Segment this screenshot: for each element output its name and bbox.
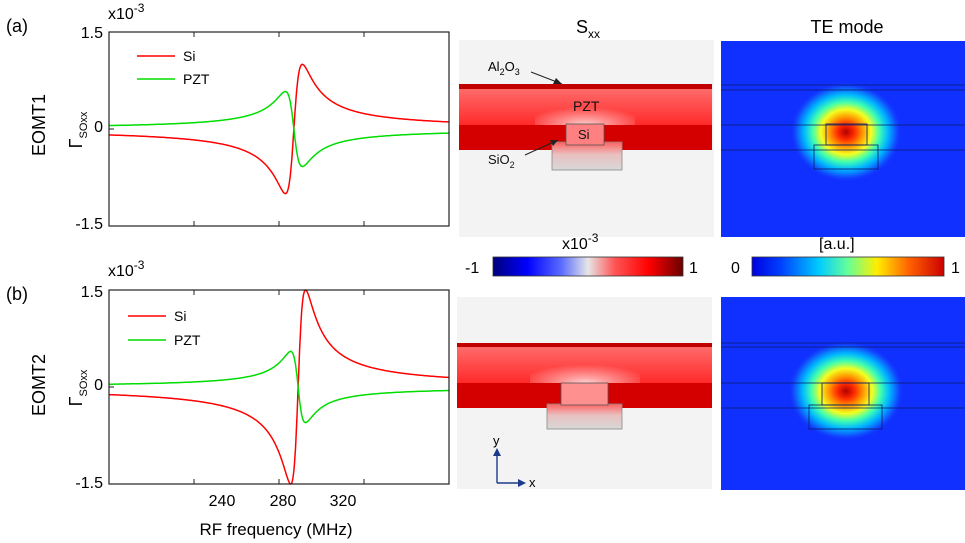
sxx-colorbar: x10-3 -1 1 — [465, 231, 698, 277]
axes-indicator-x-label: x — [529, 475, 536, 490]
series-line-si-a — [108, 63, 449, 195]
sxx-map-b: y x — [457, 297, 712, 490]
y-axis-label-a: ΓSOxx — [66, 111, 90, 148]
plot-a: x10-3 ΓSOxx 1.5 0 -1.5 Si PZT — [66, 1, 450, 233]
al2o3-layer-a — [459, 84, 712, 89]
si-label: Si — [578, 127, 590, 142]
te-mode-field-b — [788, 341, 904, 441]
te-mode-outlines-a — [721, 84, 965, 170]
plot-b: x10-3 ΓSOxx 1.5 0 -1.5 Si PZT 240 280 32… — [66, 258, 450, 539]
legend-label-si-a: Si — [183, 48, 195, 64]
legend-b: Si PZT — [128, 308, 201, 348]
al2o3-layer-b — [457, 343, 712, 347]
sio2-arrowhead — [550, 140, 558, 146]
sxx-colorbar-exponent: x10-3 — [562, 231, 599, 253]
exponent-label-b: x10-3 — [108, 258, 145, 280]
series-line-si-b — [109, 289, 450, 485]
sxx-colorbar-max: 1 — [689, 260, 698, 277]
te-colorbar-unit: [a.u.] — [819, 236, 855, 253]
series-line-pzt-b — [109, 350, 449, 424]
te-colorbar-min: 0 — [731, 260, 740, 277]
column-title-sxx: Sxx — [576, 17, 600, 41]
plot-frame-a — [108, 31, 450, 227]
plot-frame-b — [108, 289, 450, 485]
te-mode-map-b — [721, 297, 965, 490]
row-label-eomt2: EOMT2 — [29, 354, 49, 416]
sxx-colorbar-min: -1 — [465, 260, 479, 277]
axes-indicator-y-label: y — [493, 433, 500, 448]
legend-label-pzt-b: PZT — [174, 332, 201, 348]
te-colorbar: [a.u.] 0 1 — [731, 236, 960, 277]
sxx-colorbar-gradient — [492, 256, 684, 277]
sio2-region-a — [551, 141, 623, 171]
te-colorbar-gradient — [751, 256, 945, 277]
panel-label-a: (a) — [6, 16, 28, 36]
te-mode-map-a — [721, 41, 965, 237]
te-colorbar-max: 1 — [951, 260, 960, 277]
x-axis-label: RF frequency (MHz) — [199, 520, 352, 539]
y-tick-label-b-mid: 0 — [94, 377, 103, 394]
legend-a: Si PZT — [137, 48, 210, 87]
axes-indicator-x-arrowhead — [518, 479, 526, 487]
x-tick-label-280: 280 — [270, 493, 297, 510]
pzt-strain-glow-a — [535, 95, 635, 125]
ticks-b — [109, 289, 365, 485]
axes-indicator: y x — [493, 433, 536, 490]
si-core-b — [560, 382, 609, 406]
al2o3-arrowhead — [553, 78, 562, 84]
al2o3-label: Al2O3 — [488, 59, 520, 77]
legend-label-si-b: Si — [174, 308, 186, 324]
exponent-label-a: x10-3 — [108, 1, 145, 23]
y-tick-label-a-bottom: -1.5 — [75, 216, 103, 233]
curves-b — [109, 289, 450, 485]
sio2-label: SiO2 — [488, 152, 515, 170]
te-mode-field-a — [790, 82, 902, 182]
legend-label-pzt-a: PZT — [183, 71, 210, 87]
x-tick-label-320: 320 — [330, 493, 357, 510]
pzt-label: PZT — [573, 98, 600, 114]
panel-label-b: (b) — [6, 284, 28, 304]
y-tick-label-a-mid: 0 — [94, 119, 103, 136]
te-mode-outlines-b — [721, 342, 965, 430]
si-core-a — [565, 123, 605, 146]
axes-indicator-y-arrowhead — [493, 448, 501, 456]
column-title-te-mode: TE mode — [810, 17, 883, 37]
series-line-pzt-a — [108, 90, 449, 168]
y-tick-label-a-top: 1.5 — [81, 25, 103, 42]
ticks-a — [109, 31, 365, 227]
sio2-region-b — [546, 403, 623, 430]
y-tick-label-b-top: 1.5 — [81, 284, 103, 301]
x-tick-label-240: 240 — [209, 493, 236, 510]
y-axis-label-b: ΓSOxx — [66, 369, 90, 406]
pzt-strain-glow-b — [530, 352, 640, 383]
y-tick-label-b-bottom: -1.5 — [75, 475, 103, 492]
curves-a — [108, 63, 449, 195]
sxx-map-a: Al2O3 PZT Si SiO2 — [459, 40, 714, 237]
row-label-eomt1: EOMT1 — [29, 94, 49, 156]
